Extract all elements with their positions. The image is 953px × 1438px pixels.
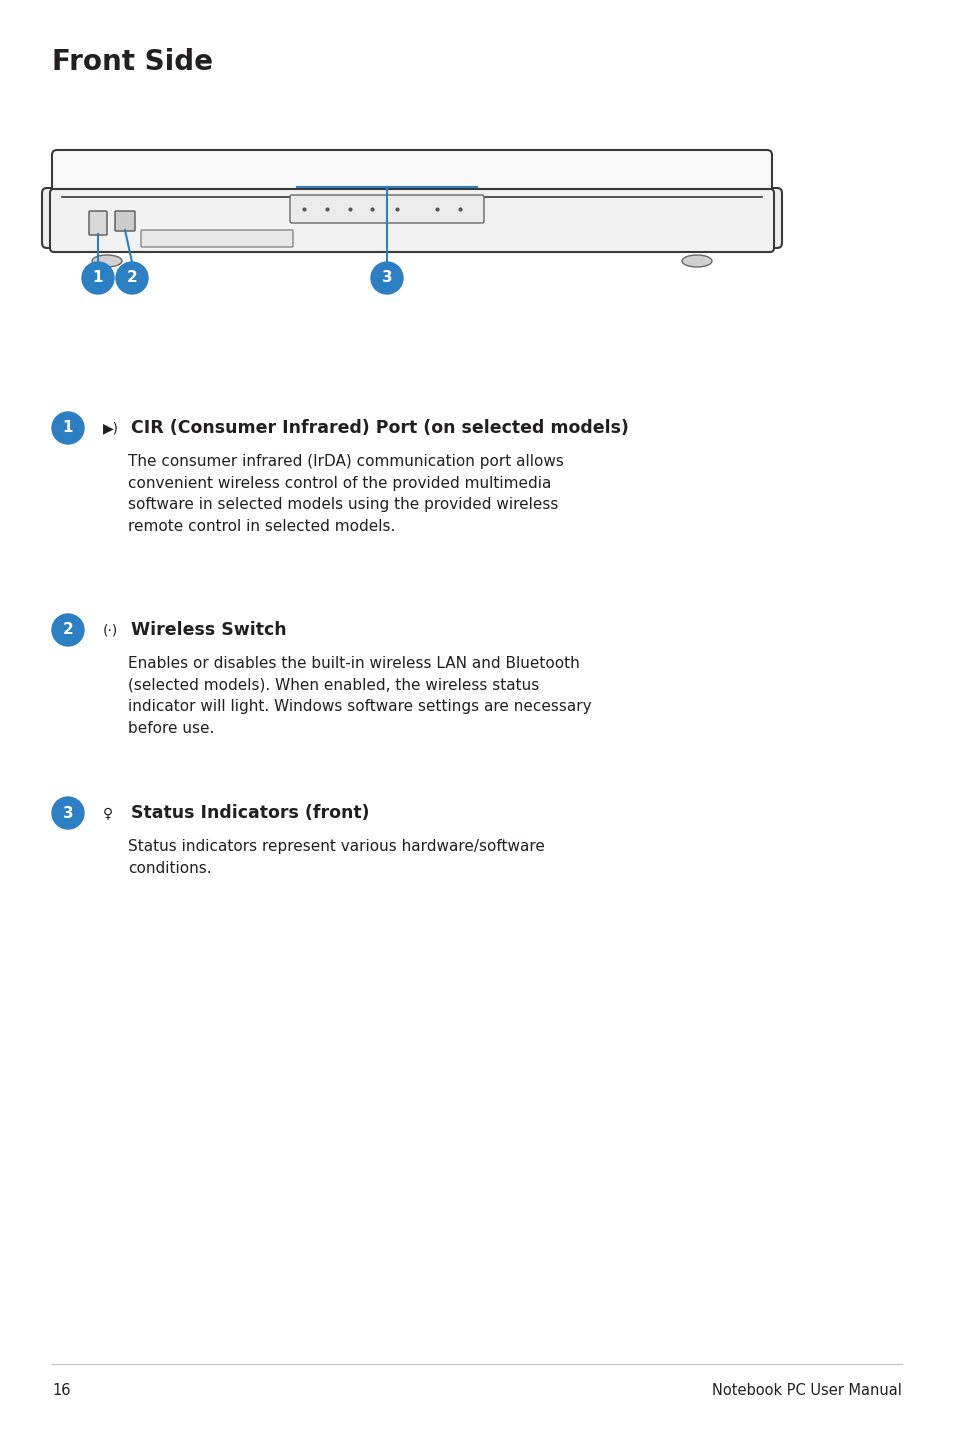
Circle shape (82, 262, 113, 293)
FancyBboxPatch shape (89, 211, 107, 234)
Text: 2: 2 (63, 623, 73, 637)
Text: CIR (Consumer Infrared) Port (on selected models): CIR (Consumer Infrared) Port (on selecte… (131, 418, 628, 437)
Text: 3: 3 (381, 270, 392, 286)
Text: ♀: ♀ (103, 807, 113, 820)
Circle shape (52, 797, 84, 828)
FancyBboxPatch shape (740, 188, 781, 247)
Text: Status indicators represent various hardware/software
conditions.: Status indicators represent various hard… (128, 838, 544, 876)
FancyBboxPatch shape (290, 196, 483, 223)
Ellipse shape (91, 255, 122, 267)
Text: Enables or disables the built-in wireless LAN and Bluetooth
(selected models). W: Enables or disables the built-in wireles… (128, 656, 591, 736)
FancyBboxPatch shape (141, 230, 293, 247)
Circle shape (116, 262, 148, 293)
Text: Notebook PC User Manual: Notebook PC User Manual (711, 1383, 901, 1398)
Text: Status Indicators (front): Status Indicators (front) (131, 804, 369, 823)
Ellipse shape (681, 255, 711, 267)
FancyBboxPatch shape (115, 211, 135, 232)
Text: 1: 1 (92, 270, 103, 286)
Text: ▶): ▶) (103, 421, 119, 436)
FancyBboxPatch shape (42, 188, 84, 247)
Circle shape (52, 413, 84, 444)
Circle shape (371, 262, 402, 293)
Text: 2: 2 (127, 270, 137, 286)
Text: The consumer infrared (IrDA) communication port allows
convenient wireless contr: The consumer infrared (IrDA) communicati… (128, 454, 563, 533)
Text: (·): (·) (103, 623, 118, 637)
Text: Wireless Switch: Wireless Switch (131, 621, 286, 638)
Text: 3: 3 (63, 805, 73, 821)
Text: 16: 16 (52, 1383, 71, 1398)
Text: 1: 1 (63, 420, 73, 436)
Circle shape (52, 614, 84, 646)
Text: Front Side: Front Side (52, 47, 213, 76)
FancyBboxPatch shape (50, 188, 773, 252)
FancyBboxPatch shape (52, 150, 771, 200)
